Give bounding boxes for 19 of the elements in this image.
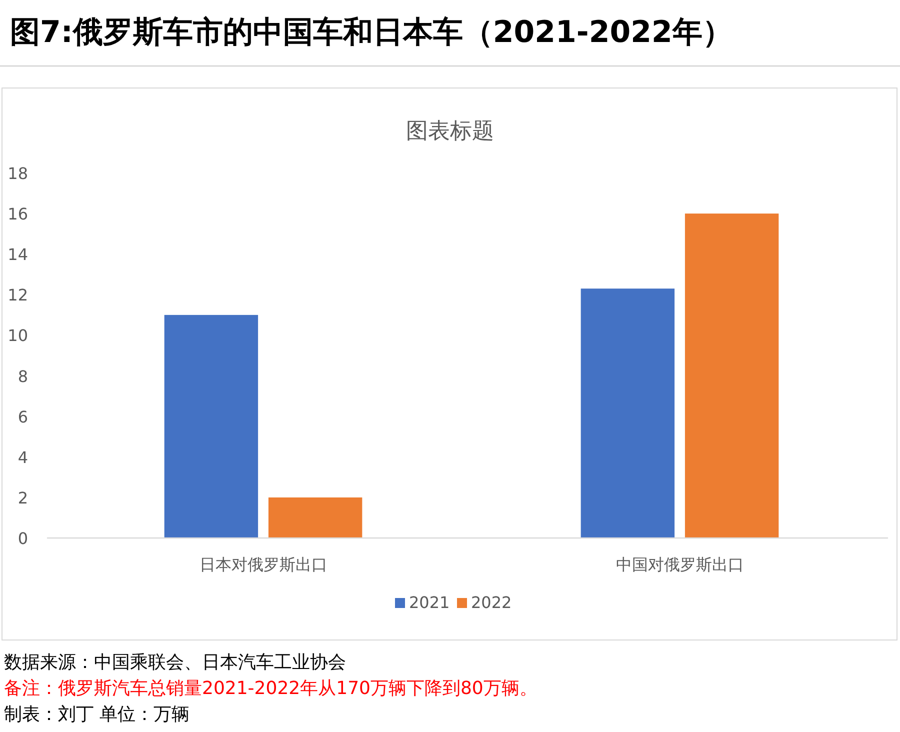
y-tick-label: 14 <box>8 245 28 264</box>
source-note: 数据来源：中国乘联会、日本汽车工业协会 <box>4 652 346 673</box>
x-tick-label: 日本对俄罗斯出口 <box>199 555 328 574</box>
text: 制表：刘丁 单位：万辆 <box>4 704 190 725</box>
y-tick-label: 0 <box>18 529 28 548</box>
y-tick-label: 16 <box>8 204 28 224</box>
legend-label: 2021 <box>409 593 450 612</box>
x-tick-label: 中国对俄罗斯出口 <box>616 555 744 574</box>
y-tick-label: 12 <box>8 286 28 305</box>
chart-subtitle: 图表标题 <box>406 119 494 144</box>
y-tick-label: 2 <box>18 488 28 508</box>
text: 备注：俄罗斯汽车总销量2021-2022年从170万辆下降到80万辆。 <box>4 678 538 699</box>
legend-label: 2022 <box>471 593 512 612</box>
y-tick-label: 10 <box>8 326 28 346</box>
y-tick-label: 4 <box>18 448 28 467</box>
chart-title: 图7:俄罗斯车市的中国车和日本车（2021-2022年） <box>10 15 732 50</box>
y-tick-label: 8 <box>18 366 28 386</box>
y-tick-label: 6 <box>18 407 28 426</box>
y-tick-label: 18 <box>8 164 28 183</box>
